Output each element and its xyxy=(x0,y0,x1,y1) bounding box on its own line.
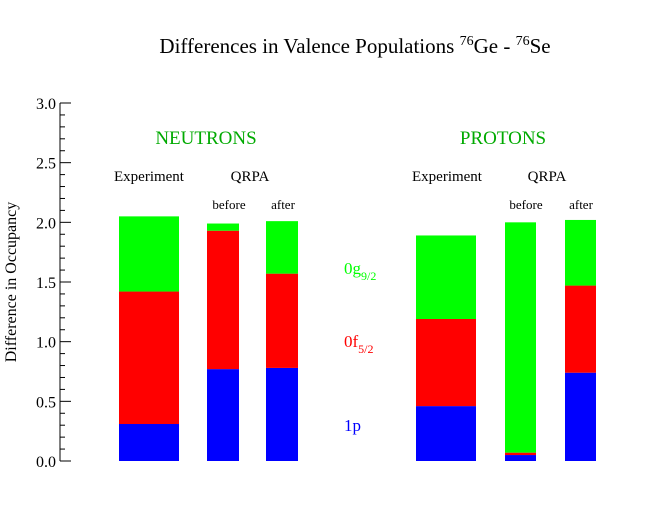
bar-segment-protons-before-1p xyxy=(505,455,536,461)
title-separator: - xyxy=(498,34,516,58)
bar-label-protons-after: after xyxy=(569,197,593,212)
experiment-label-protons: Experiment xyxy=(412,169,483,185)
bar-segment-protons-experiment-1p xyxy=(416,406,476,461)
series-label-0f52: 0f5/2 xyxy=(344,332,374,356)
chart-title: Differences in Valence Populations 76Ge … xyxy=(159,34,550,58)
bar-segment-protons-after-0f52 xyxy=(565,285,596,373)
title-isotope2-mass: 76 xyxy=(516,34,530,49)
group-label-protons: PROTONS xyxy=(460,128,546,149)
title-isotope1-symbol: Ge xyxy=(474,34,499,58)
y-tick-label: 1.5 xyxy=(36,275,56,292)
bar-label-neutrons-after: after xyxy=(271,197,295,212)
title-isotope1-mass: 76 xyxy=(460,34,474,49)
bar-segment-neutrons-experiment-0f52 xyxy=(119,291,179,425)
bar-segment-protons-before-0f52 xyxy=(505,452,536,456)
bar-segment-protons-before-0g92 xyxy=(505,222,536,453)
bar-segment-neutrons-before-0g92 xyxy=(207,223,239,231)
bar-segment-neutrons-experiment-0g92 xyxy=(119,216,179,292)
bar-label-neutrons-before: before xyxy=(212,197,245,212)
y-tick-label: 0.5 xyxy=(36,394,56,411)
y-axis-label: Difference in Occupancy xyxy=(3,202,20,363)
series-label-0g92: 0g9/2 xyxy=(344,259,376,283)
title-isotope2-symbol: Se xyxy=(530,34,551,58)
y-tick-label: 0.0 xyxy=(36,454,56,471)
y-tick-label: 1.0 xyxy=(36,335,56,352)
bar-segment-neutrons-after-0f52 xyxy=(266,273,298,368)
bar-label-protons-before: before xyxy=(509,197,542,212)
y-tick-label: 2.5 xyxy=(36,156,56,173)
series-legend: 0g9/2 0f5/2 1p xyxy=(344,259,376,435)
bar-segment-neutrons-before-1p xyxy=(207,369,239,461)
bar-segment-neutrons-after-0g92 xyxy=(266,221,298,274)
bar-segment-protons-experiment-0g92 xyxy=(416,235,476,319)
bars xyxy=(119,216,596,461)
bar-segment-neutrons-after-1p xyxy=(266,367,298,461)
bar-segment-protons-experiment-0f52 xyxy=(416,318,476,407)
qrpa-label-neutrons: QRPA xyxy=(231,169,270,185)
group-labels: NEUTRONS PROTONS Experiment QRPA before … xyxy=(114,128,594,212)
bar-segment-protons-after-0g92 xyxy=(565,219,596,286)
bar-segment-neutrons-before-0f52 xyxy=(207,230,239,370)
bar-segment-protons-after-1p xyxy=(565,372,596,461)
y-tick-label: 3.0 xyxy=(36,96,56,113)
series-label-1p: 1p xyxy=(344,416,361,435)
y-axis: 0.0 0.5 1.0 1.5 2.0 2.5 3.0 xyxy=(36,96,71,471)
y-tick-label: 2.0 xyxy=(36,215,56,232)
experiment-label-neutrons: Experiment xyxy=(114,169,185,185)
bar-segment-neutrons-experiment-1p xyxy=(119,424,179,461)
qrpa-label-protons: QRPA xyxy=(528,169,567,185)
title-prefix: Differences in Valence Populations xyxy=(159,34,459,58)
group-label-neutrons: NEUTRONS xyxy=(155,128,256,149)
